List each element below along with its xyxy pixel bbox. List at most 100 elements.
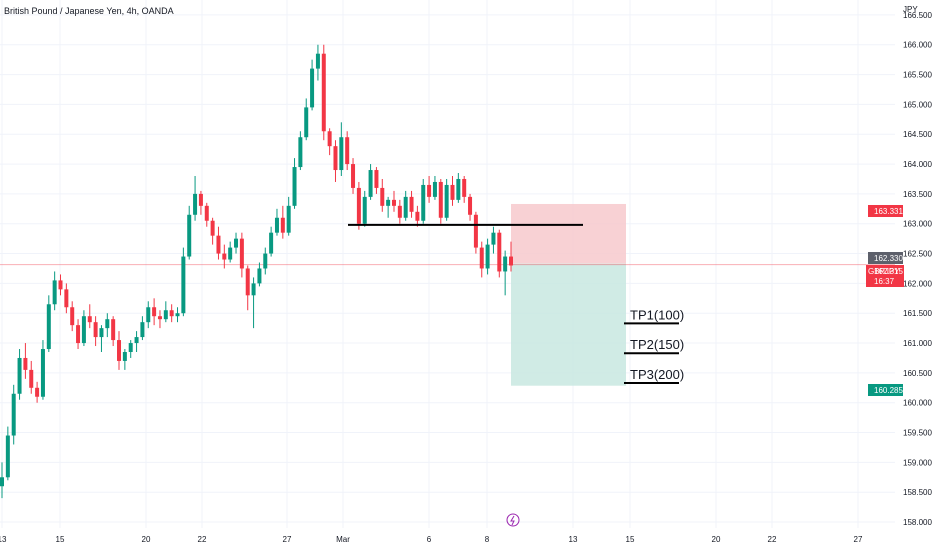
take-profit-zone[interactable] bbox=[511, 263, 626, 386]
candle bbox=[193, 176, 198, 221]
candle bbox=[315, 44, 320, 81]
candle-body bbox=[403, 196, 408, 218]
target-price-tag: 160.285 bbox=[868, 384, 903, 396]
candle-body bbox=[87, 316, 92, 323]
take-profit-label: TP1(100) bbox=[630, 307, 684, 322]
candle bbox=[362, 190, 367, 227]
currency-label: JPY bbox=[903, 5, 918, 14]
price-tick-label: 162.000 bbox=[903, 279, 932, 288]
candle bbox=[450, 176, 455, 206]
price-tick-label: 165.500 bbox=[903, 71, 932, 80]
candle-body bbox=[257, 268, 262, 284]
candle-body bbox=[485, 244, 490, 269]
take-profit-label: TP2(150) bbox=[630, 337, 684, 352]
event-marker[interactable] bbox=[506, 513, 520, 527]
candle-body bbox=[263, 253, 268, 269]
time-tick-label: 27 bbox=[854, 535, 863, 544]
candle bbox=[280, 205, 285, 239]
candle bbox=[479, 241, 484, 278]
time-axis[interactable]: 13 15 20 22 27 Mar 6 8 13 15 20 22 27 bbox=[0, 535, 863, 544]
price-tick-label: 159.500 bbox=[903, 429, 932, 438]
candle-body bbox=[450, 184, 455, 200]
candle bbox=[117, 331, 122, 370]
candle bbox=[274, 208, 279, 236]
candle-body bbox=[310, 68, 315, 108]
candle-body bbox=[479, 247, 484, 269]
time-tick-label: 27 bbox=[283, 535, 292, 544]
price-axis[interactable]: 166.500 166.000 165.500 165.000 164.500 164.0… bbox=[903, 11, 932, 527]
position-zones[interactable] bbox=[0, 203, 895, 386]
candle-body bbox=[380, 187, 385, 206]
candle bbox=[491, 226, 496, 254]
candle-body bbox=[503, 256, 508, 272]
price-tick-label: 163.500 bbox=[903, 190, 932, 199]
candle-body bbox=[181, 256, 186, 314]
candle bbox=[444, 178, 449, 221]
candle bbox=[356, 181, 361, 230]
candle bbox=[198, 190, 203, 215]
candle-body bbox=[23, 357, 28, 370]
price-tick-label: 166.500 bbox=[903, 11, 932, 20]
price-tick-label: 160.000 bbox=[903, 399, 932, 408]
candle-body bbox=[427, 184, 432, 197]
drawn-lines[interactable]: TP1(100) TP2(150) TP3(200) bbox=[348, 223, 684, 385]
candle bbox=[210, 217, 215, 245]
candle-body bbox=[198, 193, 203, 206]
candle bbox=[409, 190, 414, 218]
candle-body bbox=[286, 205, 291, 233]
candle-body bbox=[374, 170, 379, 188]
candle bbox=[228, 241, 233, 263]
candle bbox=[374, 167, 379, 194]
candle-body bbox=[468, 196, 473, 215]
candle-body bbox=[280, 217, 285, 233]
candle-body bbox=[163, 310, 168, 320]
candle-body bbox=[298, 137, 303, 168]
candle bbox=[257, 262, 262, 287]
last-price-text: 162.315 bbox=[874, 267, 903, 276]
candle-body bbox=[292, 167, 297, 206]
candle bbox=[304, 98, 309, 141]
candle-body bbox=[210, 220, 215, 236]
candle-body bbox=[117, 340, 122, 361]
candle-body bbox=[40, 349, 45, 397]
candle bbox=[485, 238, 490, 275]
candle-body bbox=[362, 196, 367, 224]
stop-loss-zone[interactable] bbox=[511, 203, 626, 264]
candle-body bbox=[5, 435, 10, 478]
candle-body bbox=[193, 193, 198, 215]
candle bbox=[11, 384, 16, 445]
candle-body bbox=[462, 178, 467, 197]
candle-body bbox=[175, 313, 180, 317]
candle-body bbox=[64, 289, 69, 308]
candle-body bbox=[321, 53, 326, 132]
countdown-text: 16:37 bbox=[874, 277, 895, 286]
price-tick-label: 163.000 bbox=[903, 220, 932, 229]
candle-body bbox=[70, 307, 75, 326]
candle bbox=[468, 193, 473, 221]
candle bbox=[99, 325, 104, 352]
candle bbox=[421, 178, 426, 224]
candle bbox=[432, 176, 437, 200]
time-tick-label: 22 bbox=[768, 535, 777, 544]
candle-body bbox=[81, 316, 86, 344]
time-tick-label: 15 bbox=[56, 535, 65, 544]
candle-body bbox=[46, 304, 51, 350]
candle bbox=[157, 310, 162, 329]
candle-body bbox=[368, 170, 373, 197]
candle bbox=[234, 232, 239, 254]
candle bbox=[81, 310, 86, 347]
chart-title: British Pound / Japanese Yen, 4h, OANDA bbox=[4, 6, 174, 16]
candle-body bbox=[29, 369, 34, 388]
stop-price-text: 163.331 bbox=[874, 207, 903, 216]
candle-body bbox=[491, 232, 496, 245]
price-tick-label: 160.500 bbox=[903, 369, 932, 378]
candle-body bbox=[251, 283, 256, 296]
candle-body bbox=[187, 214, 192, 257]
candle-body bbox=[204, 205, 209, 221]
price-tick-label: 158.500 bbox=[903, 488, 932, 497]
candle bbox=[35, 381, 40, 403]
candle bbox=[503, 250, 508, 296]
candle bbox=[175, 307, 180, 323]
